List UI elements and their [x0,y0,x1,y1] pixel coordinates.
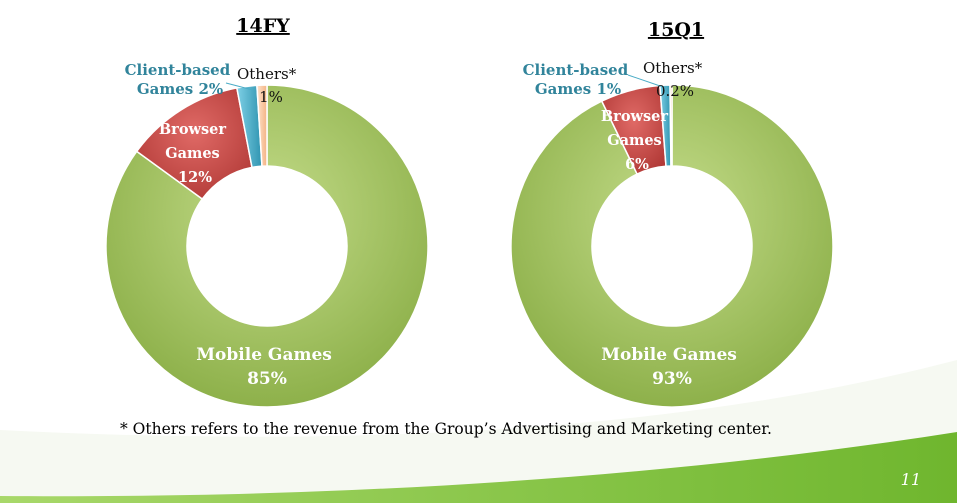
label-others-15q1-line1: Others* [643,59,703,77]
label-others-15q1-line2: 0.2% [656,82,694,100]
label-mobile-15q1-line2: 93% [652,369,692,389]
page-number: 11 [900,470,921,489]
slices-15q1 [510,84,834,408]
label-others-14fy: Others* 1% [237,65,301,106]
slice-mobile-14fy [105,84,429,408]
slice-others-14fy [256,84,268,167]
leader-line-client-14fy [225,82,254,91]
label-browser-14fy-line1: Browser [159,121,226,138]
label-client-15q1-line1: Client-based [523,61,629,79]
footnote: * Others refers to the revenue from the … [120,420,772,438]
slice-others-15q1 [669,84,673,167]
label-browser-15q1-line1: Browser [601,108,668,125]
label-client-14fy-line2: Games 2% [137,80,223,98]
label-mobile-14fy-line2: 85% [247,369,287,389]
label-mobile-14fy: Mobile Games 85% [196,345,338,389]
slices-14fy [105,84,429,408]
donut-chart-15q1: 15Q1 Client-based Games 1% Others* 0.2% … [510,19,834,408]
label-browser-14fy-line2: Games [165,145,220,162]
label-browser-15q1-line3: 6% [625,156,649,173]
label-browser-14fy-line3: 12% [178,169,212,186]
label-mobile-15q1: Mobile Games 93% [601,345,743,389]
label-browser-14fy: Browser Games 12% [159,121,231,186]
label-others-15q1: Others* 0.2% [643,59,707,100]
label-others-14fy-line2: 1% [259,88,283,106]
donut-chart-14fy: 14FY Client-based Games 2% Others* 1% Br… [105,15,429,408]
label-mobile-15q1-line1: Mobile Games [601,345,737,365]
label-client-14fy: Client-based Games 2% [125,61,236,98]
label-client-15q1-line2: Games 1% [535,80,621,98]
label-client-15q1: Client-based Games 1% [523,61,634,98]
chart-title-14fy: 14FY [236,15,290,37]
label-client-14fy-line1: Client-based [125,61,231,79]
leader-line-client-15q1 [627,74,667,89]
label-others-14fy-line1: Others* [237,65,297,83]
label-mobile-14fy-line1: Mobile Games [196,345,332,365]
chart-title-15q1: 15Q1 [648,19,704,41]
slice-mobile-15q1 [510,84,834,408]
label-browser-15q1-line2: Games [607,132,662,149]
label-browser-15q1: Browser Games 6% [601,108,673,173]
footer-band [0,432,957,503]
